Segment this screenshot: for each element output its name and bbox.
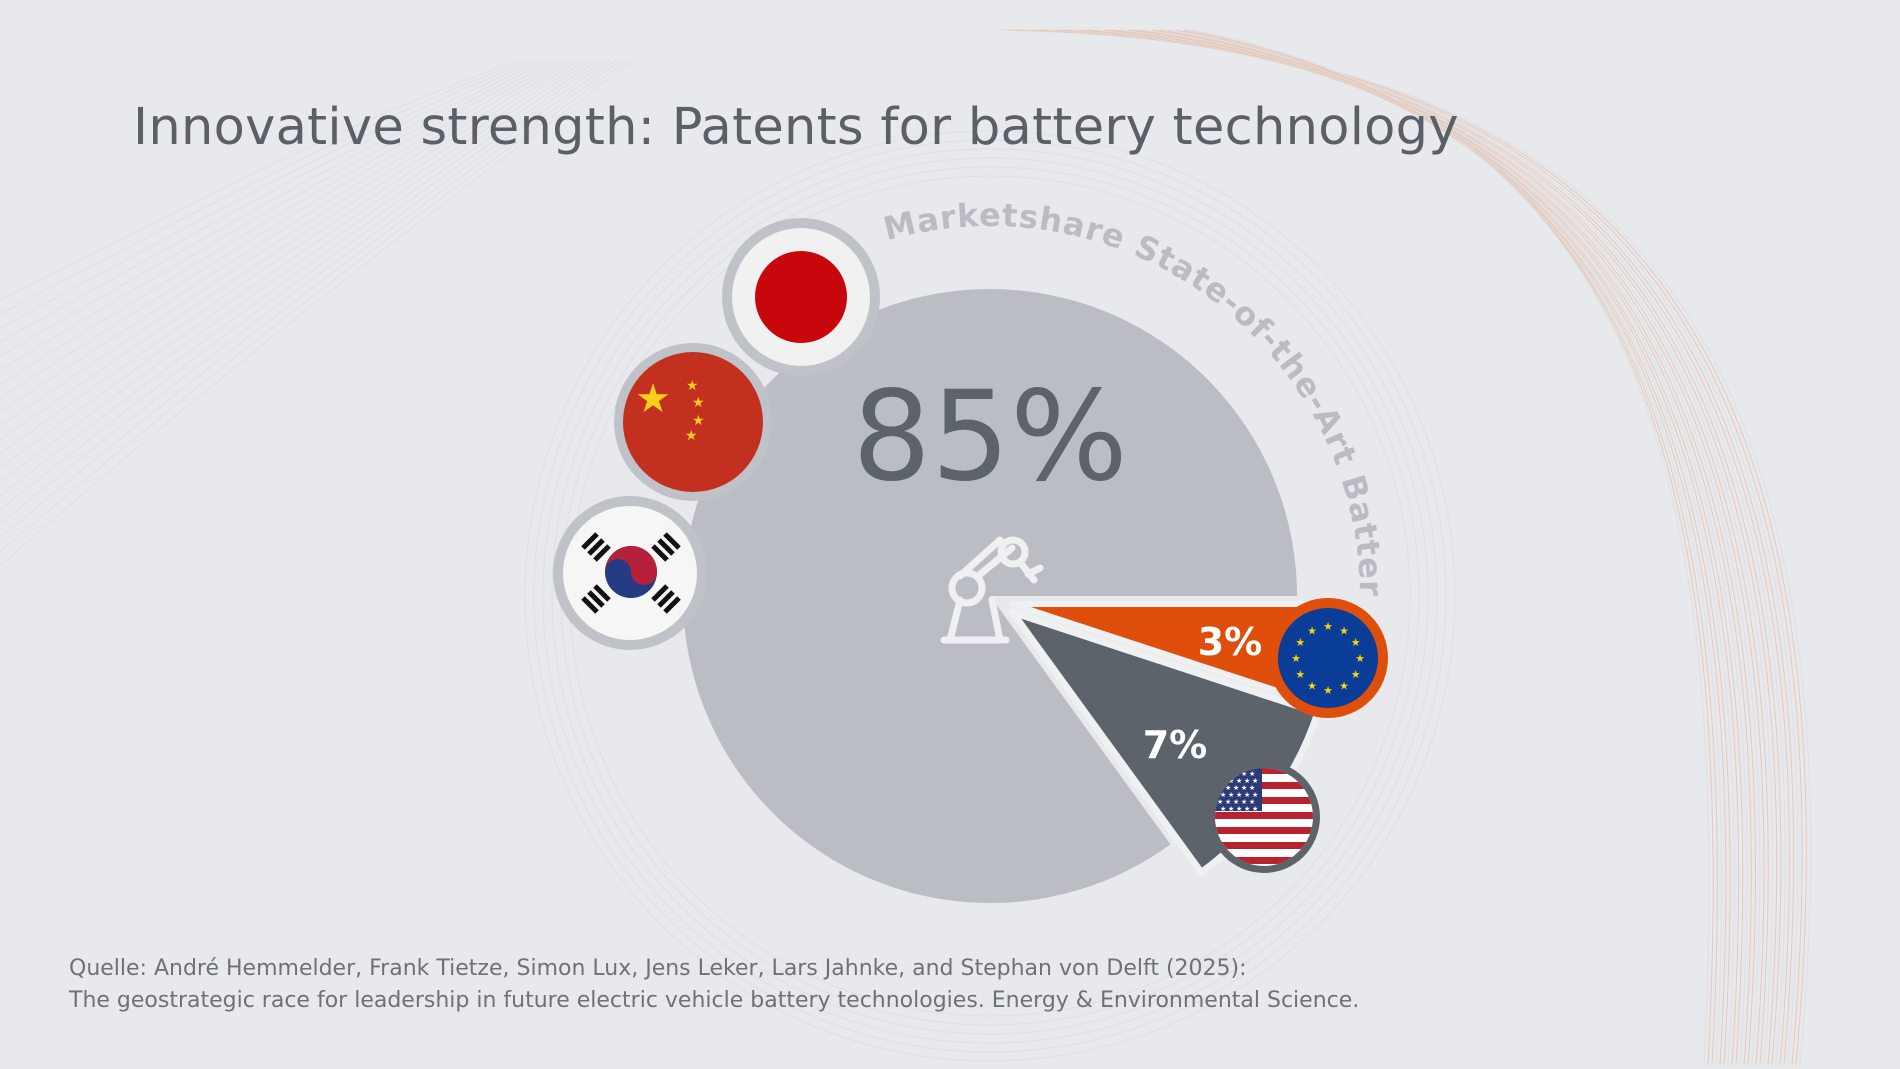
us-stripe xyxy=(1215,812,1313,819)
us-star: ★ xyxy=(1225,798,1231,806)
page-title: Innovative strength: Patents for battery… xyxy=(133,98,1459,157)
us-star: ★ xyxy=(1233,798,1239,806)
eu-star: ★ xyxy=(1307,680,1317,693)
wave-line xyxy=(0,59,611,511)
wave-line xyxy=(0,59,629,553)
us-star: ★ xyxy=(1228,777,1234,785)
wave-line xyxy=(0,59,557,385)
wave-line xyxy=(1151,29,1731,1066)
wave-line xyxy=(0,59,617,525)
wave-line xyxy=(0,59,533,329)
wave-line xyxy=(0,59,635,567)
us-star: ★ xyxy=(1252,777,1258,785)
us-stripe xyxy=(1215,782,1313,789)
wave-line xyxy=(551,157,1429,1035)
svg-text:★: ★ xyxy=(692,395,705,411)
us-star: ★ xyxy=(1241,770,1247,778)
wave-line xyxy=(0,59,539,343)
wave-line xyxy=(0,59,599,483)
us-star: ★ xyxy=(1228,805,1234,813)
eu-star: ★ xyxy=(1339,624,1349,637)
us-star: ★ xyxy=(1225,784,1231,792)
us-star: ★ xyxy=(1220,805,1226,813)
source-line-1: Quelle: André Hemmelder, Frank Tietze, S… xyxy=(69,956,1247,981)
eu-star: ★ xyxy=(1339,680,1349,693)
eu-star: ★ xyxy=(1307,624,1317,637)
wave-line xyxy=(524,130,1456,1062)
wave-line xyxy=(0,59,551,371)
us-star: ★ xyxy=(1249,784,1255,792)
us-star: ★ xyxy=(1241,798,1247,806)
us-star: ★ xyxy=(1233,784,1239,792)
wave-line xyxy=(542,148,1438,1044)
wave-line xyxy=(0,59,563,399)
slice-label-7: 7% xyxy=(1143,723,1208,767)
wave-line xyxy=(0,59,569,413)
eu-star: ★ xyxy=(1295,668,1305,681)
svg-text:★: ★ xyxy=(635,376,671,422)
japan-flag-icon xyxy=(722,218,880,376)
wave-line xyxy=(1159,29,1727,1066)
eu-star: ★ xyxy=(1291,652,1301,665)
svg-text:★: ★ xyxy=(685,428,698,444)
us-star: ★ xyxy=(1244,791,1250,799)
us-stripe xyxy=(1215,842,1313,849)
wave-line xyxy=(1191,29,1710,1066)
eu-star: ★ xyxy=(1351,668,1361,681)
us-star: ★ xyxy=(1241,784,1247,792)
eu-star: ★ xyxy=(1323,620,1333,633)
wave-line xyxy=(0,59,527,315)
us-star: ★ xyxy=(1236,777,1242,785)
wave-line xyxy=(0,59,587,455)
eu-star: ★ xyxy=(1351,636,1361,649)
us-star: ★ xyxy=(1244,805,1250,813)
wave-line xyxy=(0,59,623,539)
us-star: ★ xyxy=(1236,791,1242,799)
wave-line xyxy=(0,59,605,497)
wave-line xyxy=(1167,29,1723,1066)
wave-line xyxy=(0,59,593,469)
us-star: ★ xyxy=(1244,777,1250,785)
wave-line xyxy=(1175,29,1718,1066)
wave-line xyxy=(0,59,575,427)
us-star: ★ xyxy=(1228,791,1234,799)
eu-flag-icon: ★★★★★★★★★ ★ ★★ xyxy=(1278,608,1378,708)
robot-arm-icon xyxy=(940,536,1044,644)
us-stripe xyxy=(1215,797,1313,804)
china-flag-icon: ★ ★ ★ ★ ★ xyxy=(614,343,772,501)
wave-line xyxy=(533,139,1447,1053)
us-star: ★ xyxy=(1249,770,1255,778)
wave-line xyxy=(0,59,545,357)
us-star: ★ xyxy=(1220,791,1226,799)
us-star: ★ xyxy=(1252,805,1258,813)
wave-line xyxy=(1183,29,1714,1066)
wave-line xyxy=(0,59,521,301)
wave-line xyxy=(1143,29,1735,1066)
us-star: ★ xyxy=(1252,791,1258,799)
south-korea-flag-icon xyxy=(553,496,707,650)
eu-star: ★ xyxy=(1323,684,1333,697)
eu-star: ★ xyxy=(1355,652,1365,665)
svg-text:★: ★ xyxy=(692,413,705,429)
us-stripe xyxy=(1215,768,1313,774)
svg-text:★: ★ xyxy=(686,378,699,394)
pie-slice-85 xyxy=(683,288,1297,903)
slice-label-85: 85% xyxy=(852,365,1128,509)
wave-line xyxy=(1135,29,1740,1066)
us-stripe xyxy=(1215,857,1313,864)
us-star: ★ xyxy=(1217,798,1223,806)
source-citation: Quelle: André Hemmelder, Frank Tietze, S… xyxy=(69,953,1359,1017)
source-line-2: The geostrategic race for leadership in … xyxy=(69,988,1360,1013)
eu-star: ★ xyxy=(1295,636,1305,649)
wave-line xyxy=(0,59,581,441)
usa-flag-icon: ★★★★★★★★★★★★★★★★★★★★★★★★★★★★★★ xyxy=(1208,761,1320,873)
us-star: ★ xyxy=(1249,798,1255,806)
us-stripe xyxy=(1215,827,1313,834)
us-star: ★ xyxy=(1236,805,1242,813)
wave-line xyxy=(1127,29,1744,1066)
slice-label-3: 3% xyxy=(1198,620,1263,664)
